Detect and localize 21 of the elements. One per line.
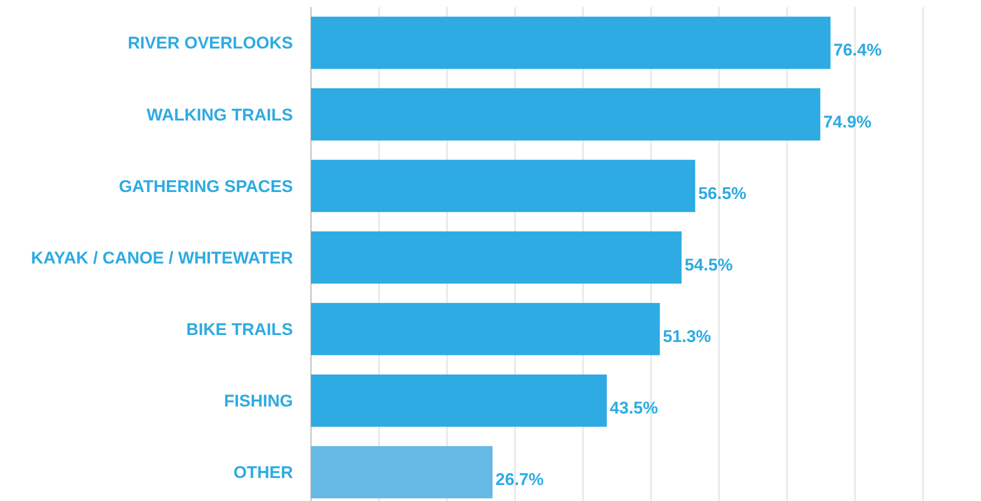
bar bbox=[311, 302, 660, 356]
data-label: 74.9% bbox=[823, 112, 872, 132]
data-label: 43.5% bbox=[610, 398, 658, 418]
data-label: 26.7% bbox=[496, 470, 544, 490]
y-tick-label: KAYAK / CANOE / WHITEWATER bbox=[31, 248, 293, 268]
y-tick-label: WALKING TRAILS bbox=[146, 105, 293, 124]
y-tick-label: BIKE TRAILS bbox=[186, 320, 293, 340]
data-label: 76.4% bbox=[834, 40, 882, 60]
data-label: 54.5% bbox=[684, 255, 733, 274]
y-tick-label: FISHING bbox=[224, 392, 293, 411]
bar bbox=[311, 160, 696, 212]
data-label: 56.5% bbox=[698, 184, 746, 203]
y-tick-label: GATHERING SPACES bbox=[118, 176, 293, 196]
bar bbox=[311, 374, 607, 427]
data-label: 51.3% bbox=[662, 327, 712, 346]
bar bbox=[311, 446, 493, 498]
y-tick-label: OTHER bbox=[234, 463, 293, 482]
bar bbox=[311, 231, 682, 284]
bar bbox=[311, 88, 820, 140]
y-tick-label: RIVER OVERLOOKS bbox=[128, 34, 293, 53]
bar bbox=[311, 16, 831, 69]
